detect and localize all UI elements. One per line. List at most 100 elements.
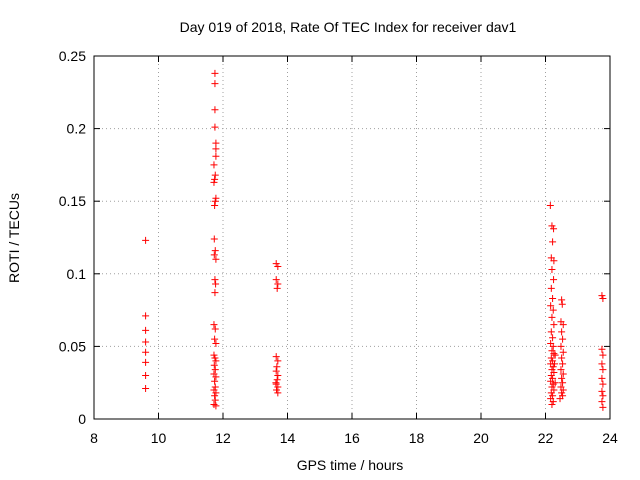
data-point <box>211 69 219 77</box>
data-point <box>211 276 219 284</box>
data-point <box>212 339 220 347</box>
data-point <box>211 325 219 333</box>
data-point <box>550 350 558 358</box>
data-point <box>559 321 567 329</box>
data-point <box>142 371 150 379</box>
data-point <box>272 379 280 387</box>
data-point <box>599 403 607 411</box>
data-point <box>211 396 219 404</box>
data-point <box>272 353 280 361</box>
data-point <box>550 276 558 284</box>
data-point <box>549 306 557 314</box>
data-point <box>551 360 559 368</box>
data-point <box>273 284 281 292</box>
data-point <box>550 321 558 329</box>
y-tick-label: 0 <box>78 411 86 427</box>
data-point <box>551 351 559 359</box>
data-point <box>212 389 220 397</box>
chart-title: Day 019 of 2018, Rate Of TEC Index for r… <box>180 19 517 35</box>
data-point <box>557 366 565 374</box>
data-point <box>212 357 220 365</box>
x-tick-label: 22 <box>538 430 554 446</box>
data-point <box>599 380 607 388</box>
data-point <box>272 367 280 375</box>
data-point <box>550 257 558 265</box>
data-point <box>559 348 567 356</box>
data-point <box>212 152 220 160</box>
x-tick-label: 20 <box>473 430 489 446</box>
data-point <box>211 335 219 343</box>
data-point <box>549 334 557 342</box>
data-point <box>550 225 558 233</box>
data-point <box>558 354 566 362</box>
data-point <box>273 376 281 384</box>
data-point <box>548 400 556 408</box>
data-point <box>547 284 555 292</box>
data-point <box>212 255 220 263</box>
data-point <box>212 194 220 202</box>
data-point <box>598 292 606 300</box>
data-point <box>599 392 607 400</box>
data-point <box>549 294 557 302</box>
data-point <box>599 351 607 359</box>
data-point <box>558 328 566 336</box>
data-point <box>272 276 280 284</box>
data-point <box>212 145 220 153</box>
data-point <box>142 326 150 334</box>
data-point <box>547 302 555 310</box>
y-tick-labels: 0 0.05 0.1 0.15 0.2 0.25 <box>59 48 86 427</box>
data-point <box>211 377 219 385</box>
data-point <box>210 235 218 243</box>
data-point <box>598 387 606 395</box>
data-point <box>559 386 567 394</box>
data-point <box>598 360 606 368</box>
data-point <box>274 263 282 271</box>
data-point <box>548 222 556 230</box>
data-point <box>211 106 219 114</box>
data-point <box>548 313 556 321</box>
x-tick-label: 10 <box>151 430 167 446</box>
data-point <box>598 345 606 353</box>
data-point <box>211 247 219 255</box>
data-point <box>142 338 150 346</box>
data-point <box>558 296 566 304</box>
y-tick-label: 0.2 <box>67 121 87 137</box>
plot-frame <box>93 55 611 420</box>
data-point <box>599 366 607 374</box>
data-point <box>549 363 557 371</box>
x-tick-labels: 8 10 12 14 16 18 20 22 24 <box>90 430 618 446</box>
data-point <box>274 357 282 365</box>
data-point <box>142 348 150 356</box>
data-point <box>212 402 220 410</box>
data-point <box>274 280 282 288</box>
data-point <box>211 392 219 400</box>
data-point <box>211 366 219 374</box>
data-point <box>547 328 555 336</box>
x-axis-label: GPS time / hours <box>297 457 404 473</box>
data-point <box>210 351 218 359</box>
data-point <box>551 379 559 387</box>
y-tick-label: 0.25 <box>59 48 86 64</box>
data-point <box>142 236 150 244</box>
data-point <box>210 321 218 329</box>
data-point <box>210 161 218 169</box>
axis-ticks <box>93 55 611 420</box>
data-point <box>142 385 150 393</box>
data-point <box>211 289 219 297</box>
data-point <box>211 175 219 183</box>
data-point <box>557 342 565 350</box>
data-point <box>142 358 150 366</box>
data-point <box>556 395 564 403</box>
data-point <box>211 171 219 179</box>
data-point <box>210 178 218 186</box>
data-point <box>549 342 557 350</box>
data-point <box>559 379 567 387</box>
data-point <box>142 312 150 320</box>
data-point <box>211 80 219 88</box>
data-point <box>212 280 220 288</box>
x-tick-label: 16 <box>344 430 360 446</box>
data-point <box>549 398 557 406</box>
data-point <box>547 354 555 362</box>
data-point <box>559 335 567 343</box>
